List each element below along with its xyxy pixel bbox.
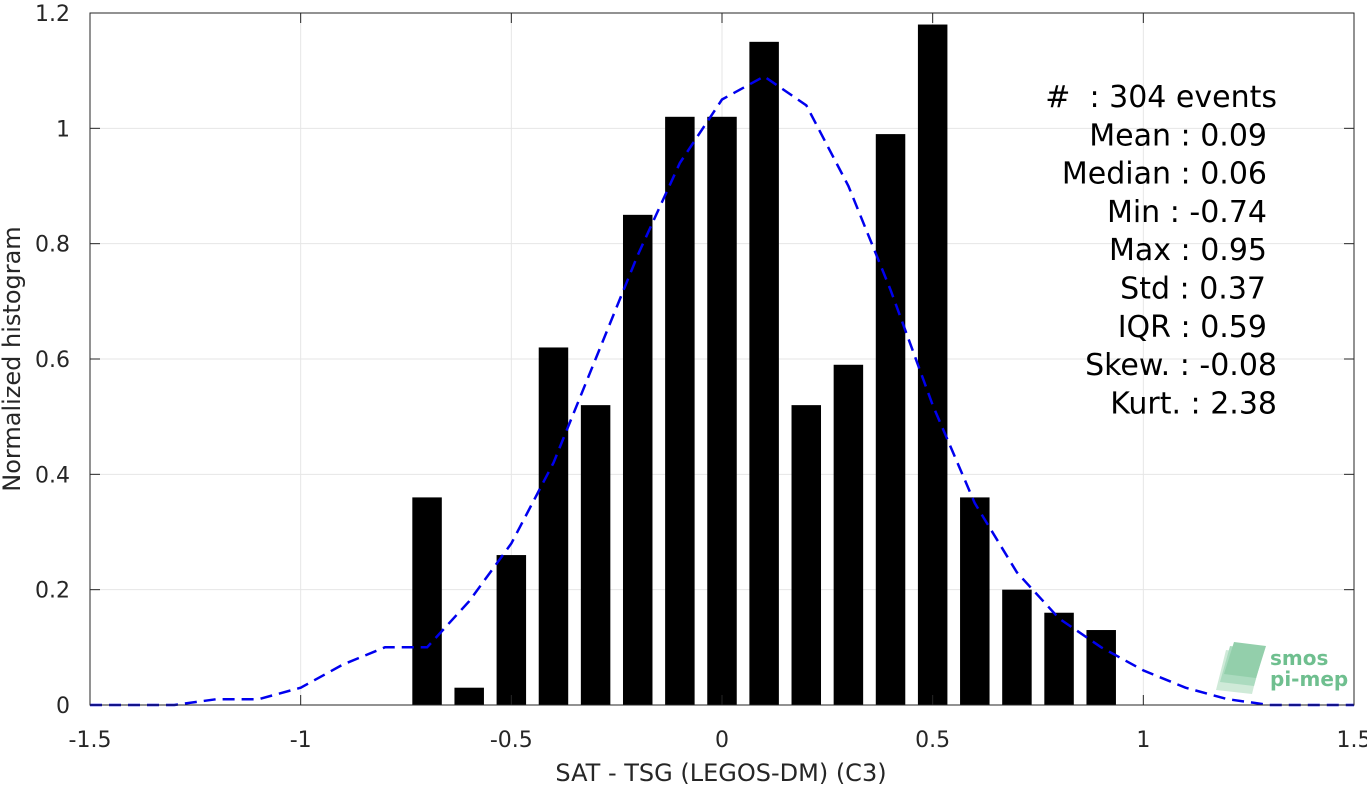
x-tick-label: -1.5 <box>69 728 112 753</box>
histogram-bar <box>917 24 948 706</box>
histogram-bar <box>496 555 527 705</box>
stat-line: Kurt. : 2.38 <box>1110 386 1277 421</box>
histogram-bar <box>1044 612 1074 705</box>
y-tick-label: 0.2 <box>35 579 70 604</box>
histogram-bar <box>791 405 822 705</box>
x-axis-title: SAT - TSG (LEGOS-DM) (C3) <box>555 759 886 785</box>
stat-line: Min : -0.74 <box>1107 195 1267 230</box>
stat-line: # : 304 events <box>1045 80 1277 115</box>
stat-line: Mean : 0.09 <box>1089 118 1267 153</box>
smos-pi-mep-logo: smos pi-mep <box>1216 642 1348 694</box>
y-tick-label: 1 <box>56 117 70 142</box>
x-tick-label: 0.5 <box>915 728 950 753</box>
stat-line: IQR : 0.59 <box>1118 310 1267 345</box>
histogram-bar <box>665 116 695 706</box>
stat-line: Std : 0.37 <box>1120 272 1266 307</box>
y-tick-label: 0.6 <box>35 348 70 373</box>
logo-text-smos: smos <box>1270 646 1328 670</box>
histogram-bar <box>412 497 442 705</box>
y-axis-title: Normalized histogram <box>0 226 26 491</box>
logo-text-pi-mep: pi-mep <box>1270 667 1348 691</box>
y-tick-label: 0 <box>56 694 70 719</box>
y-tick-label: 0.4 <box>35 463 70 488</box>
histogram-bar <box>454 687 484 705</box>
histogram-bar <box>538 347 569 705</box>
histogram-bar <box>960 497 990 705</box>
histogram-bar <box>833 364 864 705</box>
normal-fit-curve <box>90 74 1354 707</box>
stat-line: Skew. : -0.08 <box>1085 348 1277 383</box>
histogram-bars <box>412 24 1116 706</box>
y-tick-labels: 0 0.2 0.4 0.6 0.8 1 1.2 <box>35 2 70 719</box>
histogram-bar <box>1086 630 1116 705</box>
x-tick-label: -1 <box>290 728 312 753</box>
stat-line: Max : 0.95 <box>1109 233 1267 268</box>
histogram-bar <box>875 134 906 706</box>
histogram-bar <box>707 116 737 706</box>
histogram-bar <box>1002 589 1032 705</box>
x-tick-label: -0.5 <box>490 728 533 753</box>
histogram-bar <box>749 41 779 706</box>
x-tick-labels: -1.5 -1 -0.5 0 0.5 1 1.5 <box>69 728 1367 753</box>
stat-line: Median : 0.06 <box>1062 157 1267 192</box>
histogram-bar <box>622 214 653 706</box>
y-tick-label: 1.2 <box>35 2 70 27</box>
histogram-bar <box>580 405 611 705</box>
y-tick-label: 0.8 <box>35 233 70 258</box>
x-tick-label: 0 <box>715 728 729 753</box>
x-tick-label: 1.5 <box>1337 728 1367 753</box>
axis-ticks <box>89 12 1355 706</box>
logo-emblem-icon <box>1216 642 1266 694</box>
x-tick-label: 1 <box>1136 728 1150 753</box>
